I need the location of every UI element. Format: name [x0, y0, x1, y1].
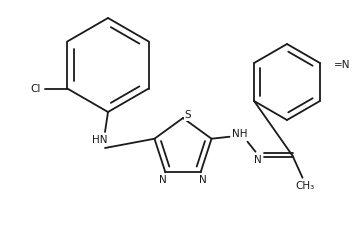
Text: N: N — [199, 175, 206, 185]
Text: N: N — [159, 175, 167, 185]
Text: =N: =N — [334, 60, 350, 70]
Text: HN: HN — [92, 135, 108, 145]
Text: Cl: Cl — [30, 83, 40, 93]
Text: N: N — [254, 155, 261, 165]
Text: NH: NH — [232, 129, 247, 139]
Text: CH₃: CH₃ — [295, 181, 314, 191]
Text: S: S — [185, 110, 191, 120]
